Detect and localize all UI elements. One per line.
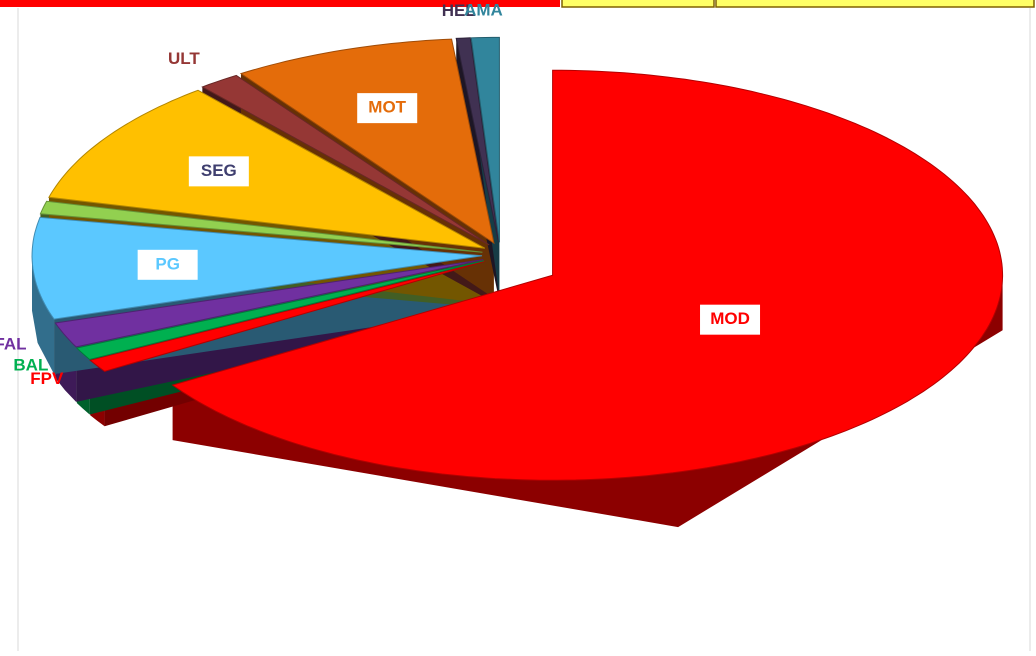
- slice-label: BAL: [13, 355, 48, 374]
- slice: [31, 216, 483, 320]
- slice-side: [32, 255, 55, 375]
- label-bg: [188, 156, 249, 187]
- slice: [39, 200, 483, 253]
- slice-label: ULT: [168, 49, 200, 68]
- slice: [455, 37, 500, 243]
- slice-label: PG: [155, 254, 180, 273]
- slice: [470, 36, 500, 243]
- label-bg: [357, 93, 418, 124]
- slice-label: FAL: [0, 334, 27, 353]
- slice-label: FPV: [30, 369, 64, 388]
- slice-label: SEG: [201, 161, 237, 180]
- slice-label: HEL: [442, 1, 476, 20]
- slice: [239, 38, 495, 245]
- top-bar: [0, 0, 560, 7]
- slice: [171, 69, 1004, 481]
- slice-label: AMA: [464, 0, 503, 19]
- label-bg: [700, 304, 761, 335]
- pie-labels: MODFPVBALFALPGHGSEGULTMOTHELAMA: [0, 0, 761, 388]
- slice: [54, 259, 484, 348]
- slice: [201, 74, 490, 246]
- label-bg: [137, 249, 198, 280]
- slice: [75, 260, 485, 361]
- pie-tops: [31, 36, 1004, 481]
- slice: [48, 89, 486, 249]
- top-box: [715, 0, 1035, 8]
- slice: [89, 260, 485, 372]
- slice-label: MOD: [710, 309, 750, 328]
- slice-label: MOT: [368, 98, 406, 117]
- top-box: [561, 0, 715, 8]
